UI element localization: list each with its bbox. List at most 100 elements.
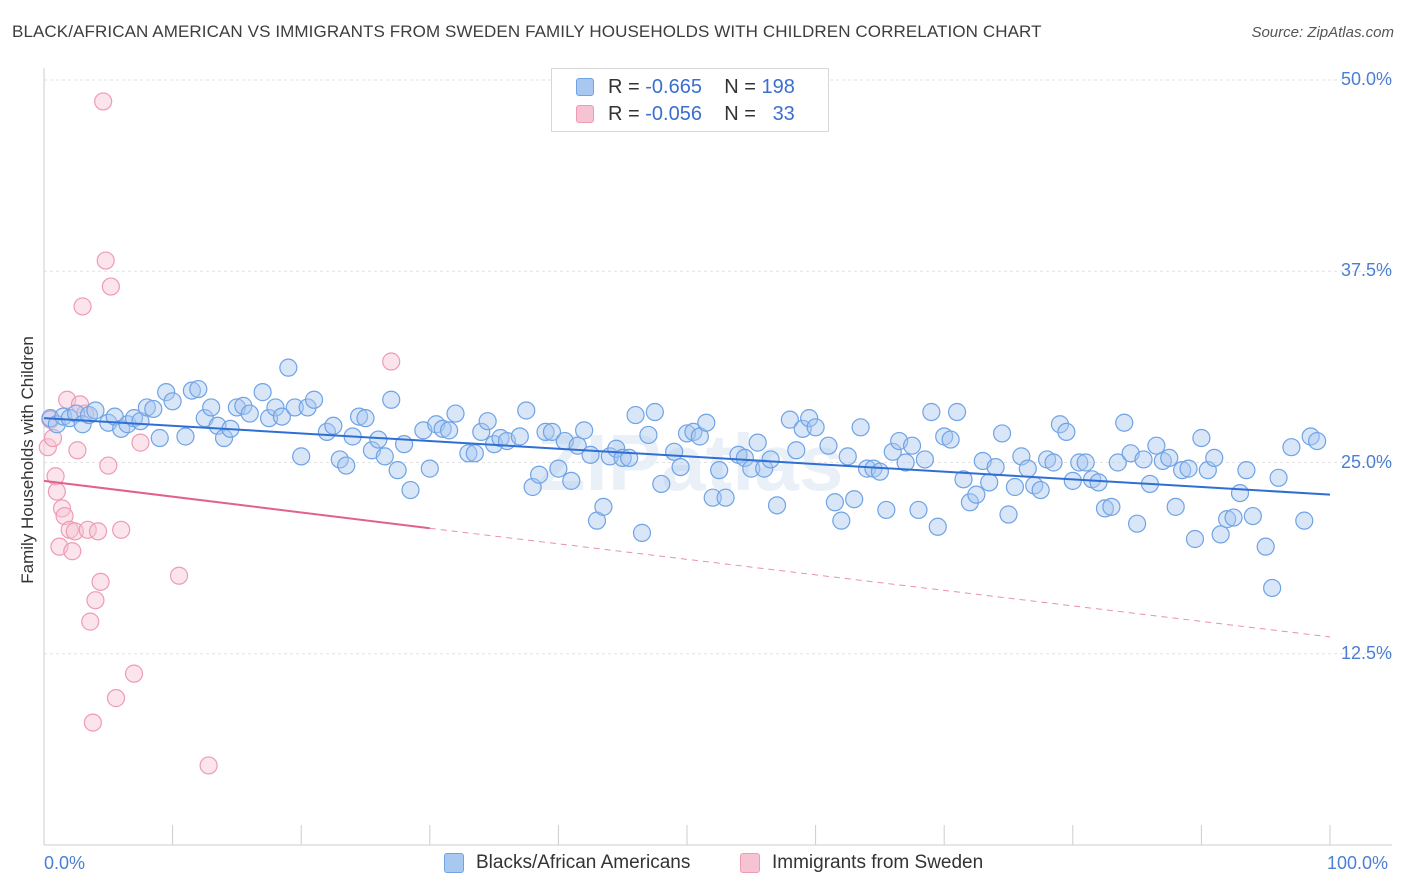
data-point [272, 407, 292, 426]
data-point [38, 438, 57, 457]
data-point [1301, 427, 1320, 446]
chart-title: BLACK/AFRICAN AMERICAN VS IMMIGRANTS FRO… [12, 22, 1042, 41]
source-label: Source: ZipAtlas.com [1251, 24, 1394, 41]
data-point [671, 457, 690, 477]
data-point [1295, 511, 1314, 530]
data-point [703, 488, 722, 507]
legend-item-sweden: Immigrants from Sweden [740, 852, 983, 874]
data-point [665, 442, 684, 461]
data-point [1192, 428, 1211, 448]
data-point [1269, 468, 1288, 487]
data-point [83, 713, 102, 732]
data-point [433, 419, 452, 438]
data-point [388, 461, 407, 480]
data-point [819, 436, 838, 455]
data-point [91, 572, 110, 591]
blue-swatch [444, 853, 464, 873]
data-point [748, 433, 767, 452]
data-point [1108, 453, 1127, 472]
data-point [304, 390, 324, 409]
data-point [549, 459, 568, 478]
data-point [716, 488, 735, 507]
data-point [575, 421, 594, 440]
data-point [1243, 506, 1262, 526]
legend-label-sweden: Immigrants from Sweden [772, 852, 984, 873]
data-point [1147, 436, 1166, 455]
legend-label-blacks: Blacks/African Americans [476, 852, 691, 873]
data-point [1089, 473, 1108, 492]
n-label: N = [724, 102, 756, 125]
data-point [896, 453, 915, 472]
blue-swatch [576, 78, 594, 96]
data-point [902, 436, 922, 455]
data-point [800, 409, 819, 428]
data-point [106, 689, 126, 708]
data-point [806, 418, 825, 437]
data-point [1134, 450, 1153, 469]
data-point [735, 448, 754, 468]
data-point [55, 506, 74, 526]
data-point [967, 485, 986, 504]
data-point [980, 473, 999, 492]
data-point [1076, 453, 1095, 472]
data-point [1063, 471, 1082, 490]
data-point [510, 427, 529, 446]
data-point [992, 424, 1012, 443]
data-point [131, 433, 150, 452]
data-point [1018, 459, 1037, 478]
y-tick-label: 37.5% [1340, 260, 1392, 281]
r-value-pink: -0.056 [645, 102, 702, 125]
data-point [562, 471, 581, 490]
data-point [349, 407, 369, 426]
data-point [780, 410, 799, 429]
data-point [594, 497, 613, 516]
data-point [292, 447, 311, 466]
data-point [150, 428, 169, 448]
data-point [81, 612, 100, 631]
data-point [909, 500, 928, 520]
data-point [337, 456, 356, 475]
legend-item-blacks: Blacks/African Americans [444, 852, 690, 874]
y-tick-label: 12.5% [1340, 642, 1392, 663]
data-point [1031, 480, 1050, 500]
data-point [536, 422, 555, 441]
data-point [1160, 448, 1179, 468]
data-point [710, 461, 729, 480]
n-value-blue: 198 [761, 75, 795, 98]
data-point [632, 523, 652, 542]
data-point [63, 542, 82, 561]
data-point [79, 405, 99, 425]
data-point [922, 402, 941, 422]
data-point [86, 591, 105, 610]
data-point [832, 511, 851, 530]
data-point [986, 457, 1005, 477]
stats-legend: R = -0.665 N = 198 R = -0.056 N = 33 [551, 68, 829, 132]
data-point [542, 422, 562, 441]
data-point [825, 493, 844, 512]
data-point [420, 459, 439, 478]
data-point [1095, 499, 1115, 518]
data-point [1256, 537, 1275, 556]
data-point [1282, 438, 1301, 457]
data-point [883, 442, 902, 461]
data-point [761, 450, 780, 469]
pink-swatch [576, 105, 594, 123]
data-point [99, 456, 118, 475]
data-point [112, 419, 131, 438]
data-point [1185, 529, 1205, 549]
data-point [1179, 459, 1198, 478]
data-point [446, 404, 465, 423]
pink-swatch [740, 853, 760, 873]
trend-line-pink [43, 479, 430, 530]
data-point [472, 422, 491, 441]
data-point [253, 383, 272, 402]
data-point [375, 447, 394, 466]
data-point [767, 496, 787, 515]
data-point [459, 444, 478, 463]
stats-row-blue: R = -0.665 N = 198 [576, 75, 795, 99]
axes [43, 68, 1392, 846]
data-point [1057, 422, 1076, 441]
data-point [787, 441, 806, 460]
data-point [86, 401, 105, 420]
